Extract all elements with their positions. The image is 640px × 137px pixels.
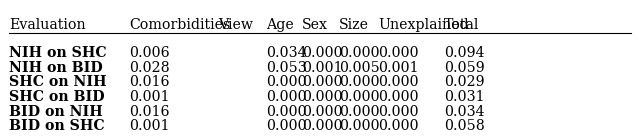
Text: 0.000: 0.000: [379, 105, 419, 119]
Text: 0.053: 0.053: [266, 61, 307, 75]
Text: 0.034: 0.034: [266, 46, 307, 60]
Text: 0.005: 0.005: [339, 61, 380, 75]
Text: 0.001: 0.001: [302, 61, 342, 75]
Text: 0.029: 0.029: [444, 75, 485, 89]
Text: Comorbidities: Comorbidities: [129, 18, 230, 32]
Text: 0.000: 0.000: [266, 119, 307, 133]
Text: 0.000: 0.000: [266, 105, 307, 119]
Text: Size: Size: [339, 18, 369, 32]
Text: 0.001: 0.001: [129, 119, 170, 133]
Text: 0.000: 0.000: [379, 119, 419, 133]
Text: 0.000: 0.000: [379, 46, 419, 60]
Text: 0.000: 0.000: [339, 90, 380, 104]
Text: Unexplained: Unexplained: [379, 18, 469, 32]
Text: SHC on BID: SHC on BID: [9, 90, 105, 104]
Text: 0.031: 0.031: [444, 90, 484, 104]
Text: BID on NIH: BID on NIH: [9, 105, 103, 119]
Text: 0.028: 0.028: [129, 61, 170, 75]
Text: 0.000: 0.000: [339, 46, 380, 60]
Text: Age: Age: [266, 18, 294, 32]
Text: 0.000: 0.000: [302, 90, 343, 104]
Text: 0.094: 0.094: [444, 46, 484, 60]
Text: 0.000: 0.000: [339, 75, 380, 89]
Text: 0.000: 0.000: [302, 119, 343, 133]
Text: NIH on BID: NIH on BID: [9, 61, 103, 75]
Text: 0.000: 0.000: [302, 105, 343, 119]
Text: 0.001: 0.001: [129, 90, 170, 104]
Text: 0.000: 0.000: [339, 119, 380, 133]
Text: BID on SHC: BID on SHC: [9, 119, 105, 133]
Text: 0.000: 0.000: [302, 46, 343, 60]
Text: Sex: Sex: [302, 18, 328, 32]
Text: 0.000: 0.000: [379, 75, 419, 89]
Text: NIH on SHC: NIH on SHC: [9, 46, 107, 60]
Text: 0.000: 0.000: [302, 75, 343, 89]
Text: 0.058: 0.058: [444, 119, 485, 133]
Text: View: View: [218, 18, 253, 32]
Text: 0.000: 0.000: [339, 105, 380, 119]
Text: 0.016: 0.016: [129, 75, 170, 89]
Text: 0.059: 0.059: [444, 61, 485, 75]
Text: 0.001: 0.001: [379, 61, 419, 75]
Text: 0.034: 0.034: [444, 105, 484, 119]
Text: SHC on NIH: SHC on NIH: [9, 75, 107, 89]
Text: 0.016: 0.016: [129, 105, 170, 119]
Text: 0.000: 0.000: [266, 75, 307, 89]
Text: 0.000: 0.000: [379, 90, 419, 104]
Text: Total: Total: [444, 18, 479, 32]
Text: 0.006: 0.006: [129, 46, 170, 60]
Text: Evaluation: Evaluation: [9, 18, 86, 32]
Text: 0.000: 0.000: [266, 90, 307, 104]
